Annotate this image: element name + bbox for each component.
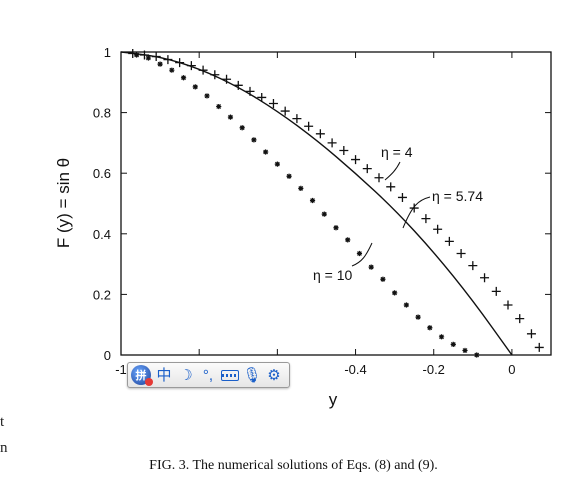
margin-text-1: t xyxy=(0,414,5,430)
y-tick-label: 0.6 xyxy=(93,166,111,181)
star-marker xyxy=(345,237,351,243)
annotation-eta-10: η = 10 xyxy=(313,267,353,283)
leader-eta-5-74 xyxy=(402,196,431,229)
leader-eta-10 xyxy=(351,242,373,267)
series-line-eta-5-74 xyxy=(120,51,513,356)
marks-layer xyxy=(120,49,544,358)
margin-text-2: n xyxy=(0,440,8,456)
star-marker xyxy=(298,185,304,191)
star-marker xyxy=(368,264,374,270)
plus-marker xyxy=(491,286,501,296)
plus-marker xyxy=(339,145,349,155)
plus-marker xyxy=(456,248,466,258)
star-marker xyxy=(286,173,292,179)
y-axis-label: F (y) = sin θ xyxy=(54,158,73,248)
star-marker xyxy=(216,103,222,110)
annotation-eta-5-74: η = 5.74 xyxy=(432,188,483,204)
star-marker xyxy=(462,347,468,354)
plus-marker xyxy=(534,342,544,352)
star-marker xyxy=(180,75,187,81)
ime-language-bar[interactable]: 拼 中 ☽ °, 🎙 ⚙ xyxy=(127,362,290,388)
star-marker xyxy=(263,149,269,155)
x-axis-label: y xyxy=(329,390,338,409)
star-marker xyxy=(309,197,316,204)
plus-marker xyxy=(257,92,267,102)
plus-marker xyxy=(292,114,302,124)
y-tick-label: 0.4 xyxy=(93,227,111,242)
settings-gear-icon[interactable]: ⚙ xyxy=(267,366,281,384)
figure-caption: FIG. 3. The numerical solutions of Eqs. … xyxy=(149,458,438,473)
plus-marker xyxy=(397,192,407,202)
plus-marker xyxy=(386,182,396,192)
y-tick-label: 0 xyxy=(104,348,111,363)
star-marker xyxy=(145,55,151,61)
star-marker xyxy=(450,341,456,347)
keyboard-icon[interactable] xyxy=(221,365,239,385)
star-marker xyxy=(239,125,245,131)
plus-marker xyxy=(433,224,443,234)
plus-marker xyxy=(444,236,454,246)
star-marker xyxy=(356,250,363,257)
star-marker xyxy=(380,276,386,282)
star-marker xyxy=(134,52,140,58)
star-marker xyxy=(415,314,421,320)
x-tick-label: -0.4 xyxy=(344,362,366,377)
plus-marker xyxy=(409,203,419,213)
plus-marker xyxy=(315,129,325,139)
x-tick-label: 0 xyxy=(508,362,515,377)
star-marker xyxy=(227,114,234,120)
plus-marker xyxy=(526,329,536,339)
star-marker xyxy=(333,225,339,231)
x-tick-label: -1 xyxy=(115,362,127,377)
y-tick-label: 0.8 xyxy=(93,106,111,121)
star-marker xyxy=(169,67,175,73)
plus-marker xyxy=(268,99,278,109)
plus-marker xyxy=(304,121,314,131)
plus-marker xyxy=(280,106,290,116)
star-marker xyxy=(392,290,398,296)
plus-marker xyxy=(421,214,431,224)
plus-marker xyxy=(351,155,361,165)
y-tick-label: 0.2 xyxy=(93,287,111,302)
plot-frame xyxy=(120,51,552,356)
annotation-eta-4: η = 4 xyxy=(381,144,413,160)
plus-marker xyxy=(362,164,372,174)
star-marker xyxy=(474,352,480,358)
ime-logo-icon[interactable]: 拼 xyxy=(131,365,153,386)
star-marker xyxy=(427,325,433,331)
microphone-icon[interactable]: 🎙 xyxy=(242,366,262,384)
star-marker xyxy=(321,211,327,217)
plus-marker xyxy=(374,173,384,183)
star-marker xyxy=(438,334,445,340)
star-marker xyxy=(157,61,163,67)
plus-marker xyxy=(480,273,490,283)
punctuation-icon[interactable]: °, xyxy=(202,366,214,384)
y-tick-label: 1 xyxy=(104,45,111,60)
plus-marker xyxy=(503,300,513,310)
star-marker xyxy=(251,137,257,143)
star-marker xyxy=(204,93,210,99)
chinese-mode-icon[interactable]: 中 xyxy=(156,366,172,384)
plus-marker xyxy=(468,261,478,271)
leader-eta-4 xyxy=(384,161,401,181)
star-marker xyxy=(274,161,280,167)
half-width-moon-icon[interactable]: ☽ xyxy=(179,366,193,384)
star-marker xyxy=(192,84,198,90)
plus-marker xyxy=(327,138,337,148)
plus-marker xyxy=(515,314,525,324)
star-marker xyxy=(403,302,409,308)
x-tick-label: -0.2 xyxy=(423,362,445,377)
